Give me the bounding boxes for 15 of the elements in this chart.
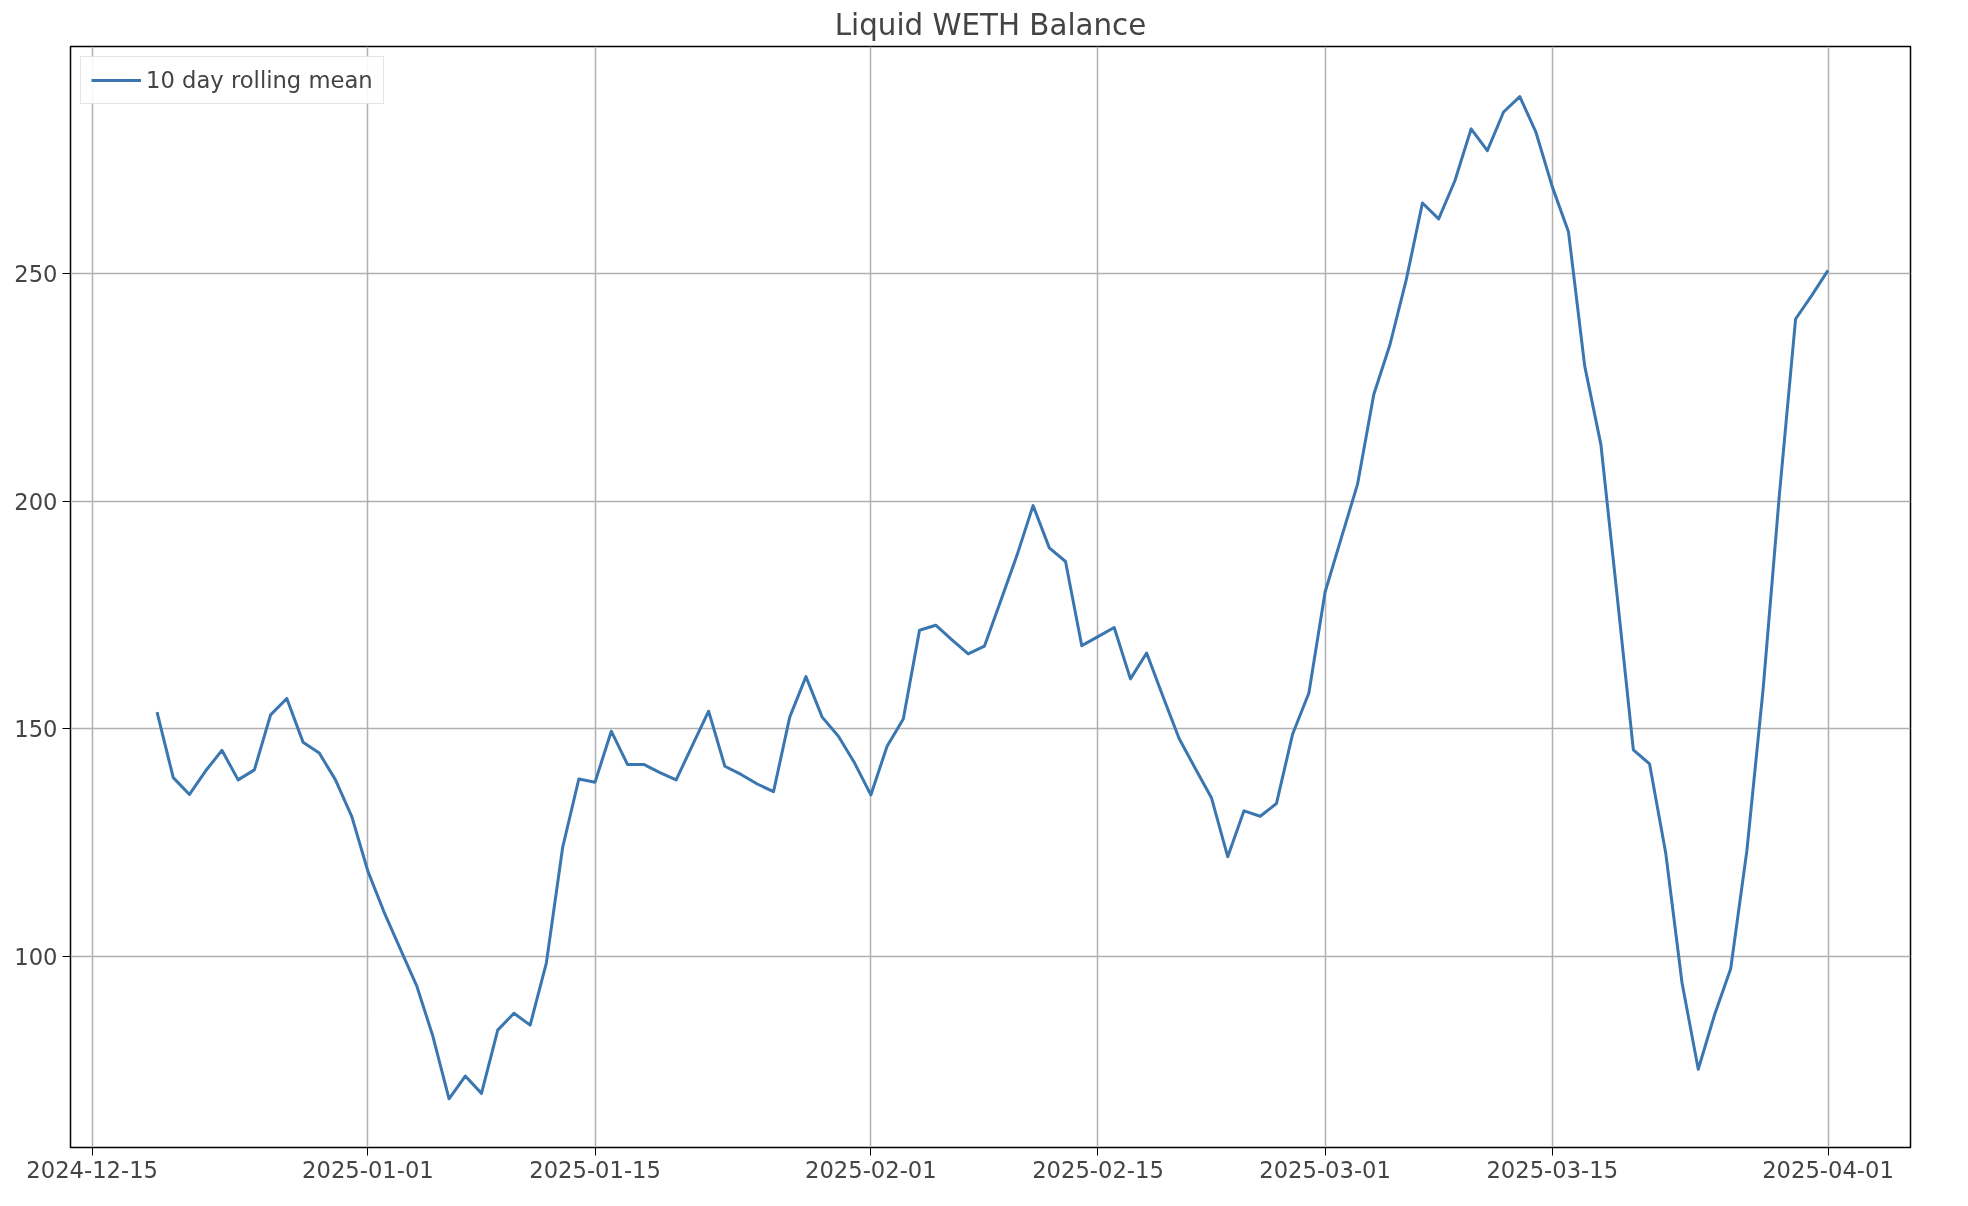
x-tick-label: 2025-02-15: [1032, 1156, 1164, 1183]
y-tick-label: 150: [14, 716, 58, 743]
x-tick-label: 2025-03-15: [1486, 1156, 1619, 1183]
y-tick-label: 250: [14, 261, 58, 288]
x-tick-label: 2025-02-01: [805, 1156, 937, 1183]
x-tick-label: 2025-01-15: [529, 1156, 661, 1183]
legend-label: 10 day rolling mean: [146, 67, 373, 93]
y-tick-label: 100: [14, 943, 58, 970]
chart-title: Liquid WETH Balance: [834, 7, 1147, 42]
x-tick-label: 2025-04-01: [1762, 1156, 1894, 1183]
x-tick-label: 2024-12-15: [26, 1156, 158, 1183]
line-series: [155, 95, 1830, 1101]
x-tick-label: 2025-03-01: [1259, 1156, 1391, 1183]
x-tick-label: 2025-01-01: [302, 1156, 434, 1183]
y-tick-label: 200: [14, 488, 58, 515]
